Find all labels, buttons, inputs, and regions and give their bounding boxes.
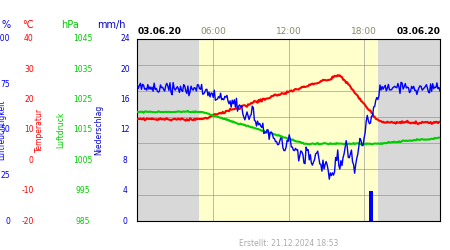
- Text: 10: 10: [24, 126, 34, 134]
- Text: -10: -10: [22, 186, 34, 195]
- Text: 985: 985: [76, 217, 90, 226]
- Text: mm/h: mm/h: [97, 20, 126, 30]
- Text: 03.06.20: 03.06.20: [396, 27, 440, 36]
- Text: Luftfeuchtigkeit: Luftfeuchtigkeit: [0, 100, 6, 160]
- Text: 24: 24: [120, 34, 130, 43]
- Text: 4: 4: [123, 186, 127, 195]
- Text: 75: 75: [0, 80, 10, 89]
- Text: 1015: 1015: [74, 126, 93, 134]
- Text: 995: 995: [76, 186, 90, 195]
- Bar: [199, 39, 378, 221]
- Bar: [369, 191, 374, 221]
- Text: %: %: [1, 20, 10, 30]
- Text: 50: 50: [0, 126, 10, 134]
- Text: 1035: 1035: [73, 65, 93, 74]
- Text: 03.06.20: 03.06.20: [137, 27, 181, 36]
- Text: 0: 0: [123, 217, 127, 226]
- Text: 25: 25: [0, 171, 10, 180]
- Text: 20: 20: [120, 65, 130, 74]
- Bar: [378, 39, 440, 221]
- Text: 1005: 1005: [73, 156, 93, 165]
- Text: 8: 8: [123, 156, 127, 165]
- Text: 12:00: 12:00: [276, 27, 302, 36]
- Text: 1045: 1045: [73, 34, 93, 43]
- Text: °C: °C: [22, 20, 33, 30]
- Text: 0: 0: [5, 217, 10, 226]
- Text: Temperatur: Temperatur: [35, 108, 44, 152]
- Text: 18:00: 18:00: [351, 27, 377, 36]
- Text: 0: 0: [29, 156, 34, 165]
- Text: Erstellt: 21.12.2024 18:53: Erstellt: 21.12.2024 18:53: [239, 238, 338, 248]
- Text: 06:00: 06:00: [200, 27, 226, 36]
- Text: Luftdruck: Luftdruck: [56, 112, 65, 148]
- Text: hPa: hPa: [61, 20, 79, 30]
- Text: -20: -20: [22, 217, 34, 226]
- Text: 1025: 1025: [74, 95, 93, 104]
- Text: 16: 16: [120, 95, 130, 104]
- Text: 30: 30: [24, 65, 34, 74]
- Text: 100: 100: [0, 34, 10, 43]
- Text: 12: 12: [120, 126, 130, 134]
- Text: 40: 40: [24, 34, 34, 43]
- Bar: [137, 39, 199, 221]
- Text: 20: 20: [24, 95, 34, 104]
- Text: Niederschlag: Niederschlag: [94, 105, 104, 155]
